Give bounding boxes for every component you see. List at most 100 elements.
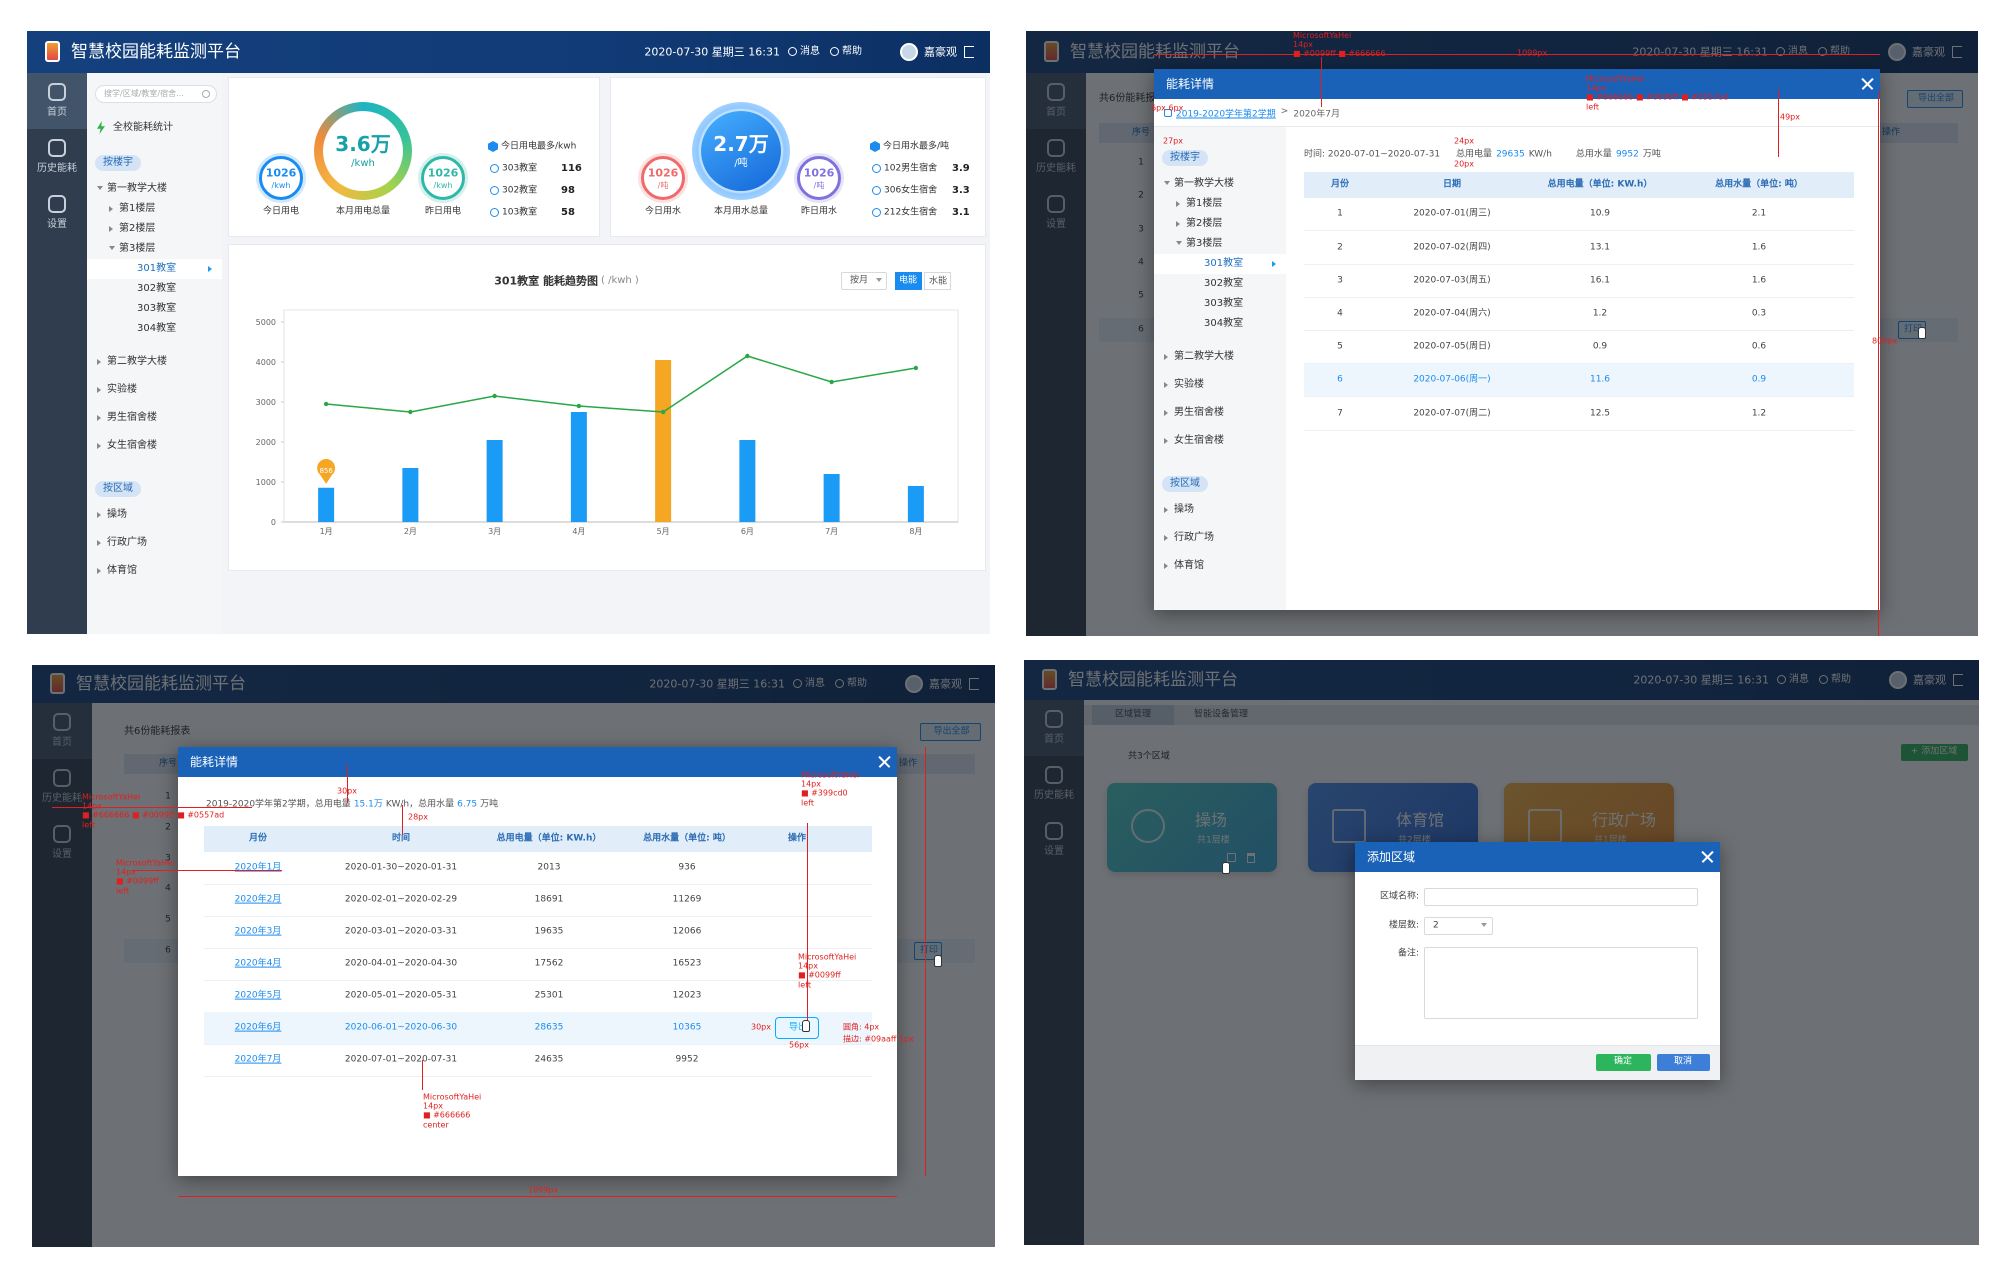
- search-placeholder: 搜学/区域/教室/宿舍...: [104, 89, 184, 99]
- table-cell: 0.9: [1592, 341, 1608, 352]
- column-header: 时间: [391, 833, 411, 844]
- table-cell: 2: [1337, 242, 1343, 253]
- text-input[interactable]: [1424, 888, 1698, 906]
- tree-item[interactable]: 301教室: [1154, 254, 1286, 274]
- caret-icon: [1164, 563, 1168, 569]
- x-tick-label: 8月: [909, 527, 922, 536]
- tree-item[interactable]: 第3楼层: [87, 239, 222, 259]
- tree-item[interactable]: 体育馆: [87, 561, 222, 581]
- tree-item[interactable]: 第二教学大楼: [87, 352, 222, 372]
- row-divider: [1304, 363, 1854, 364]
- table-cell: 25301: [534, 990, 564, 1001]
- tree-item[interactable]: 行政广场: [1154, 528, 1286, 548]
- row-divider: [1304, 264, 1854, 265]
- tree-item[interactable]: 304教室: [87, 319, 222, 339]
- energy-tab[interactable]: 电能: [895, 272, 922, 290]
- tree-item[interactable]: 304教室: [1154, 314, 1286, 334]
- tree-item[interactable]: 第2楼层: [1154, 214, 1286, 234]
- design-annotation: MicrosoftYaHei 14px ■ #0099ff left: [798, 952, 857, 990]
- app-title: 智慧校园能耗监测平台: [71, 41, 241, 62]
- month-link[interactable]: 2020年6月: [234, 1022, 282, 1033]
- table-cell: 1: [1337, 208, 1343, 219]
- month-link[interactable]: 2020年7月: [234, 1054, 282, 1065]
- table-cell: 2020-06-01~2020-06-30: [344, 1022, 458, 1033]
- tree-item[interactable]: 第3楼层: [1154, 234, 1286, 254]
- close-button[interactable]: [1860, 77, 1874, 91]
- tree-item[interactable]: 体育馆: [1154, 556, 1286, 576]
- close-button[interactable]: [1700, 850, 1714, 864]
- top-item-value: 3.1: [952, 207, 970, 218]
- tree-item[interactable]: 女生宿舍楼: [1154, 431, 1286, 451]
- note-textarea[interactable]: [1424, 947, 1698, 1019]
- tree-item-label: 体育馆: [1174, 560, 1204, 571]
- tree-item-label: 第2楼层: [1186, 218, 1223, 229]
- table-cell: 11.6: [1589, 374, 1611, 385]
- breadcrumb-separator: >: [1280, 106, 1289, 117]
- tree-item[interactable]: 第一教学大楼: [1154, 174, 1286, 194]
- tree-item-label: 第一教学大楼: [1174, 178, 1234, 189]
- close-button[interactable]: [877, 755, 891, 769]
- tree-item[interactable]: 操场: [87, 505, 222, 525]
- tree-item[interactable]: 女生宿舍楼: [87, 436, 222, 456]
- nav-label: 首页: [47, 107, 67, 118]
- floors-select[interactable]: 2: [1424, 917, 1493, 935]
- nav-item[interactable]: 设置: [27, 185, 87, 241]
- tree-item[interactable]: 行政广场: [87, 533, 222, 553]
- month-link[interactable]: 2020年3月: [234, 926, 282, 937]
- search-box[interactable]: 搜学/区域/教室/宿舍...: [95, 85, 217, 103]
- table-cell: 1.2: [1592, 308, 1608, 319]
- cancel-button[interactable]: 取消: [1657, 1054, 1710, 1071]
- period-select-value: 按月: [850, 275, 869, 286]
- yesterday-ring-label: 昨日用电: [424, 206, 462, 217]
- trend-point: [745, 353, 750, 359]
- logo-icon: [45, 41, 60, 62]
- tree-item-label: 第3楼层: [1186, 238, 1223, 249]
- month-link[interactable]: 2020年1月: [234, 862, 282, 873]
- all-stats-link[interactable]: 全校能耗统计: [113, 122, 173, 133]
- tree-item[interactable]: 302教室: [1154, 274, 1286, 294]
- tree-item[interactable]: 第1楼层: [1154, 194, 1286, 214]
- user-name[interactable]: 嘉豪观: [924, 45, 957, 59]
- tree-item[interactable]: 第二教学大楼: [1154, 347, 1286, 367]
- tree-item[interactable]: 操场: [1154, 500, 1286, 520]
- tree-item[interactable]: 303教室: [87, 299, 222, 319]
- caret-icon: [1164, 354, 1168, 360]
- design-annotation: 圆角: 4px: [843, 1022, 880, 1032]
- tree-item[interactable]: 302教室: [87, 279, 222, 299]
- design-guide-line: [807, 823, 808, 1023]
- chart-card: 301教室 能耗趋势图( /kwh ) 按月 电能 水能 0 1000 2000 3000 40…: [228, 244, 986, 571]
- tree-item[interactable]: 第1楼层: [87, 199, 222, 219]
- tree-item[interactable]: 男生宿舍楼: [87, 408, 222, 428]
- term-label: 2019-2020学年第2学期: [206, 799, 306, 810]
- export-button[interactable]: 导出: [775, 1017, 819, 1039]
- today-ring-label: 今日用水: [644, 206, 682, 217]
- month-ring: 2.7万/吨: [692, 102, 790, 200]
- tree-item[interactable]: 303教室: [1154, 294, 1286, 314]
- tree-item[interactable]: 第2楼层: [87, 219, 222, 239]
- confirm-button[interactable]: 确定: [1596, 1054, 1651, 1071]
- energy-tab[interactable]: 水能: [924, 272, 951, 290]
- tree-item[interactable]: 实验楼: [87, 380, 222, 400]
- breadcrumb-link[interactable]: 2019-2020学年第2学期: [1176, 109, 1276, 120]
- nav-item[interactable]: 历史能耗: [27, 129, 87, 185]
- month-link[interactable]: 2020年2月: [234, 894, 282, 905]
- table-row-highlight: [204, 1012, 872, 1044]
- caret-icon: [97, 186, 103, 190]
- messages[interactable]: 消息: [800, 46, 820, 57]
- table-cell: 0.3: [1751, 308, 1767, 319]
- nav-item[interactable]: 首页: [27, 73, 87, 129]
- tree-item[interactable]: 实验楼: [1154, 375, 1286, 395]
- month-link[interactable]: 2020年5月: [234, 990, 282, 1001]
- tree-item[interactable]: 第一教学大楼: [87, 179, 222, 199]
- tree-item[interactable]: 男生宿舍楼: [1154, 403, 1286, 423]
- help[interactable]: 帮助: [842, 46, 862, 57]
- design-annotation: 49px: [1780, 112, 1800, 122]
- tree-item[interactable]: 301教室: [87, 259, 222, 279]
- table-cell: 16523: [672, 958, 702, 969]
- floors-select-value: 2: [1433, 920, 1439, 931]
- modal-header: 能耗详情: [1154, 69, 1880, 99]
- month-link[interactable]: 2020年4月: [234, 958, 282, 969]
- top-item-icon: [872, 208, 881, 217]
- yesterday-ring-label: 昨日用水: [800, 206, 838, 217]
- period-select[interactable]: 按月: [841, 272, 887, 290]
